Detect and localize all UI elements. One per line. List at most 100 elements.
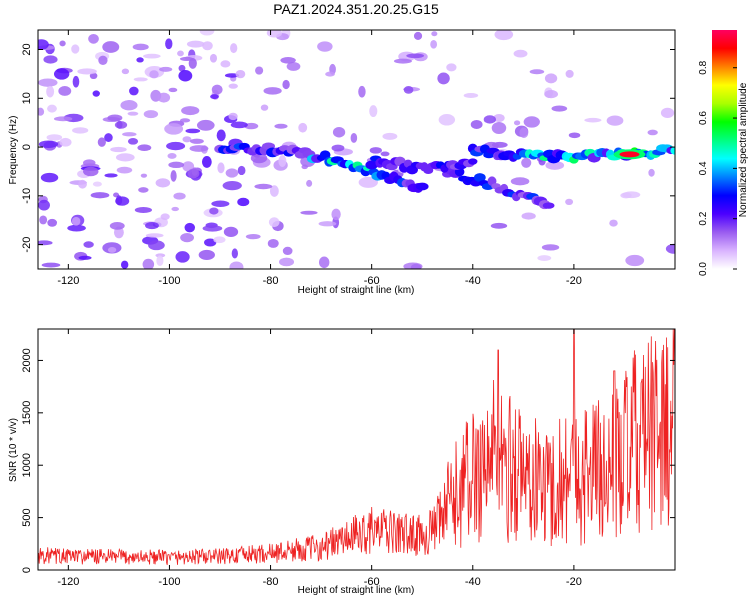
snr-x-tick-label: -120 <box>57 576 79 588</box>
spectrogram-cell <box>446 63 457 72</box>
spectrogram-cell <box>220 60 231 68</box>
snr-x-tick-label: -80 <box>263 576 279 588</box>
spectrogram-cell <box>134 207 153 214</box>
spectrogram-cell <box>406 53 425 59</box>
spectrogram-cell <box>53 68 70 80</box>
spectrogram-cell <box>127 138 139 145</box>
spectrogram-cell <box>127 111 139 116</box>
spectrogram-cell <box>647 129 658 136</box>
spectrogram-cell <box>237 197 250 207</box>
spectrogram-ridge-cell <box>468 158 478 165</box>
spectrogram-frame <box>37 29 676 270</box>
spectrogram-cell <box>38 240 53 246</box>
spectrogram-cell <box>209 207 219 215</box>
spectrogram-cell <box>274 123 288 129</box>
spectrogram-cell <box>228 83 238 89</box>
spectrogram-y-tick-label: -10 <box>21 188 33 204</box>
spectrogram-ridge-cell <box>670 146 675 155</box>
spectrogram-cell <box>40 172 59 183</box>
spectrogram-cell <box>665 243 675 254</box>
spectrogram-cell <box>53 116 73 122</box>
spectrogram-cell <box>209 53 218 63</box>
spectrogram-cell <box>107 246 117 253</box>
spectrogram-cell <box>104 133 113 142</box>
spectrogram-cell <box>568 132 581 139</box>
spectrogram-cell <box>521 157 532 168</box>
spectrogram-cell <box>168 161 185 168</box>
spectrogram-cell <box>201 155 212 168</box>
snr-y-tick-label: 0 <box>21 567 33 573</box>
spectrogram-cell <box>46 85 55 98</box>
colorbar-tick-label: 0.8 <box>698 60 709 74</box>
spectrogram-cell <box>177 50 184 57</box>
snr-y-tick-label: 2000 <box>21 348 33 372</box>
spectrogram-y-tick-label: -20 <box>21 237 33 253</box>
colorbar-tick-label: 0.6 <box>698 111 709 125</box>
spectrogram-cell <box>159 66 173 72</box>
spectrogram-x-axis-label: Height of straight line (km) <box>298 285 415 296</box>
spectrogram-cell <box>521 212 536 220</box>
spectrogram-cell <box>71 44 80 54</box>
spectrogram-cell <box>282 79 290 90</box>
spectrogram-cell <box>224 73 240 78</box>
spectrogram-cell <box>541 244 560 251</box>
spectrogram-cell <box>513 49 528 58</box>
snr-x-tick-label: -100 <box>158 576 180 588</box>
spectrogram-cell <box>606 115 624 126</box>
spectrogram-cell <box>175 251 190 263</box>
spectrogram-cell <box>331 144 345 152</box>
spectrogram-cell <box>625 254 645 267</box>
spectrogram-x-tick-label: -120 <box>57 275 79 287</box>
spectrogram-cell <box>143 110 159 119</box>
chart-title: PAZ1.2024.351.20.25.G15 <box>273 1 439 17</box>
spectrogram-cell <box>143 53 161 59</box>
spectrogram-cell <box>104 173 118 178</box>
spectrogram-cell <box>92 90 100 97</box>
spectrogram-cell <box>413 31 423 40</box>
spectrogram-cell <box>222 181 242 191</box>
spectrogram-x-tick-label: -20 <box>566 275 582 287</box>
spectrogram-cell <box>494 30 514 41</box>
spectrogram-cell <box>280 56 296 64</box>
spectrogram-cell <box>43 55 58 64</box>
spectrogram-cell <box>213 236 226 244</box>
spectrogram-cell <box>358 85 366 98</box>
spectrogram-cell <box>202 225 223 232</box>
spectrogram-cell <box>228 112 238 121</box>
spectrogram-cell <box>545 160 565 170</box>
spectrogram-cell <box>179 118 191 123</box>
spectrogram-cell <box>115 153 135 162</box>
spectrogram-cell <box>510 177 530 186</box>
spectrogram-cell <box>164 123 184 135</box>
spectrogram-cell <box>298 122 308 133</box>
snr-y-tick-label: 1500 <box>21 401 33 425</box>
spectrogram-cell <box>317 41 333 52</box>
spectrogram-cell <box>171 206 179 212</box>
colorbar: 0.0 0.2 0.4 0.6 0.8 Normalized spectral ampl… <box>698 30 749 276</box>
spectrogram-cell <box>142 258 155 269</box>
spectrogram-cell <box>137 144 152 152</box>
spectrogram-cell <box>565 198 574 206</box>
spectrogram-cell <box>140 173 148 178</box>
spectrogram-cell <box>160 213 170 221</box>
spectrogram-cell <box>132 43 149 51</box>
spectrogram-cell <box>187 168 200 179</box>
spectrogram-cell <box>660 107 675 119</box>
spectrogram-cell <box>136 57 144 63</box>
spectrogram-cell <box>529 69 545 75</box>
spectrogram-cell <box>211 84 223 95</box>
spectrogram-y-tick-label: 0 <box>21 144 33 150</box>
spectrogram-cell <box>306 179 313 187</box>
spectrogram-cell <box>519 127 529 139</box>
spectrogram-cell <box>483 115 496 124</box>
spectrogram-cell <box>403 86 414 94</box>
spectrogram-cell <box>268 217 280 228</box>
spectrogram-cell <box>122 132 137 137</box>
colorbar-label: Normalized spectral amplitude <box>738 82 749 217</box>
spectrogram-cell <box>278 155 287 167</box>
spectrogram-cell <box>145 221 159 230</box>
spectrogram-cell <box>38 199 50 211</box>
spectrogram-cell <box>38 140 59 149</box>
